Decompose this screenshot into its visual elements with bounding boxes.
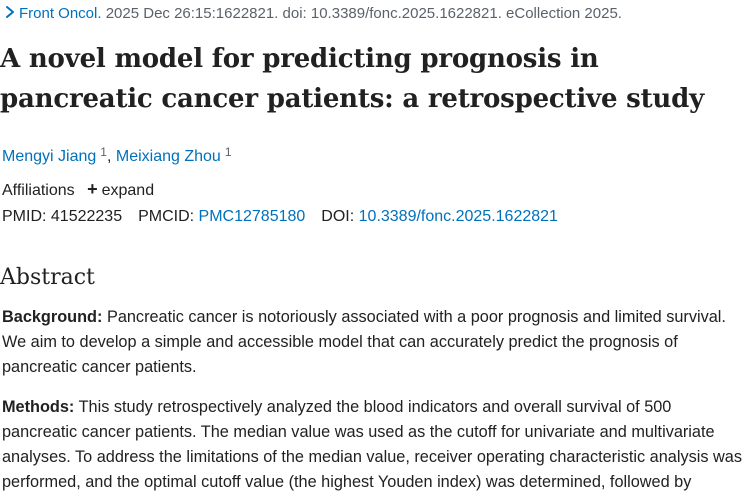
pmid-label: PMID:: [2, 208, 47, 225]
section-label: Background:: [2, 308, 103, 326]
author-link[interactable]: Mengyi Jiang: [2, 148, 97, 165]
affiliation-ref[interactable]: 1: [100, 145, 107, 159]
citation-details: 2025 Dec 26:15:1622821. doi: 10.3389/fon…: [105, 5, 622, 22]
affiliation-ref[interactable]: 1: [224, 145, 232, 159]
pmcid-label: PMCID:: [138, 208, 195, 225]
section-label: Methods:: [2, 398, 75, 416]
citation-line: Front Oncol. 2025 Dec 26:15:1622821. doi…: [2, 3, 622, 24]
doi-label: DOI:: [321, 208, 355, 225]
pmcid-group: PMCID: PMC12785180: [138, 206, 305, 228]
section-text: Pancreatic cancer is notoriously associa…: [2, 308, 726, 376]
expand-label: expand: [101, 182, 155, 199]
doi-link[interactable]: 10.3389/fonc.2025.1622821: [358, 208, 558, 225]
abstract-background: Background: Pancreatic cancer is notorio…: [2, 305, 748, 380]
plus-icon: +: [87, 179, 98, 199]
author-link[interactable]: Meixiang Zhou: [115, 148, 221, 165]
pmid-group: PMID: 41522235: [2, 206, 122, 228]
pmcid-link[interactable]: PMC12785180: [198, 208, 306, 225]
journal-link[interactable]: Front Oncol.: [19, 5, 102, 22]
doi-group: DOI: 10.3389/fonc.2025.1622821: [321, 206, 558, 228]
author-list: Mengyi Jiang 1, Meixiang Zhou 1: [2, 141, 232, 168]
abstract-methods: Methods: This study retrospectively anal…: [2, 395, 748, 495]
article-title: A novel model for predicting prognosis i…: [0, 44, 704, 114]
section-text: This study retrospectively analyzed the …: [2, 398, 742, 491]
affiliations-label: Affiliations: [2, 182, 75, 199]
affiliations-row: Affiliations + expand: [2, 178, 154, 202]
identifiers-row: PMID: 41522235 PMCID: PMC12785180 DOI: 10.…: [2, 206, 574, 228]
pmid-value: 41522235: [50, 208, 123, 225]
author-separator: ,: [106, 148, 116, 165]
chevron-right-icon[interactable]: [2, 3, 18, 21]
abstract-heading: Abstract: [0, 265, 95, 290]
expand-affiliations-button[interactable]: + expand: [87, 178, 154, 202]
